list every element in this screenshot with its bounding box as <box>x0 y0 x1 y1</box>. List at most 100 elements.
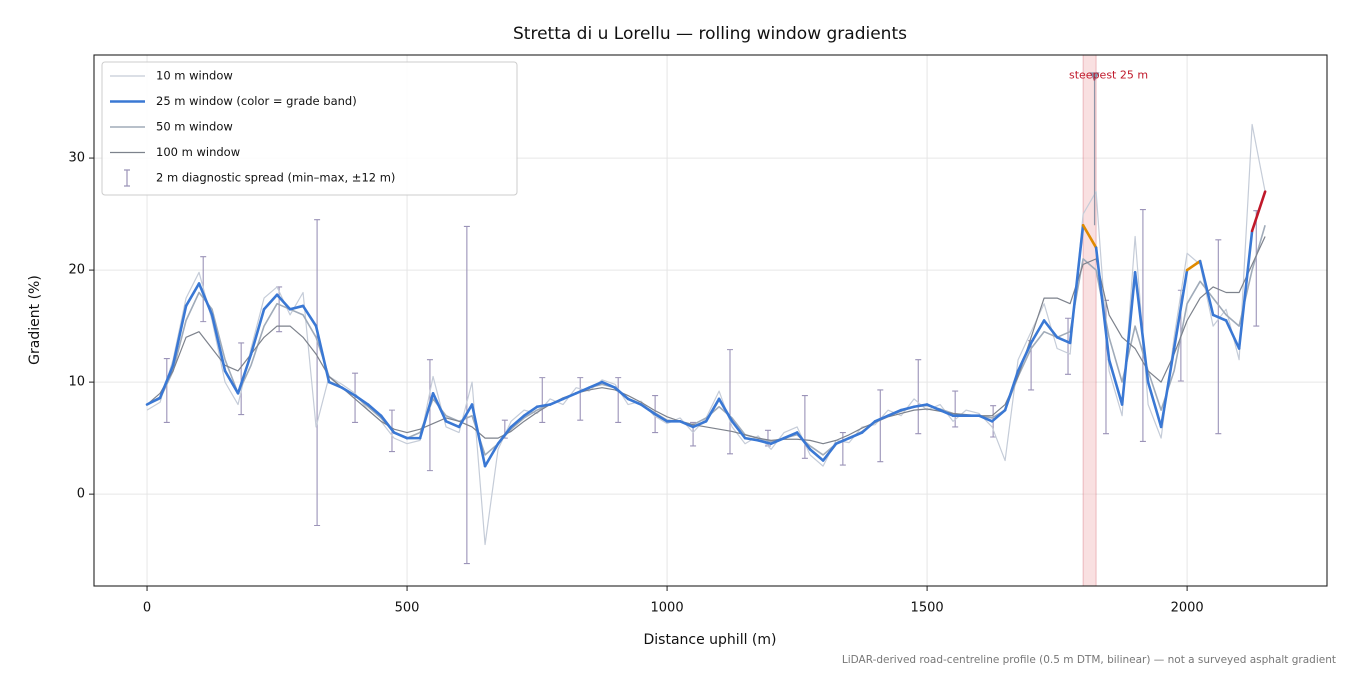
line-segment <box>1003 369 1020 412</box>
line-segment <box>1211 313 1228 322</box>
line-segment <box>860 420 877 434</box>
line-segment <box>1159 347 1176 429</box>
line-segment <box>1068 223 1085 345</box>
footnote: LiDAR-derived road-centreline profile (0… <box>842 654 1336 666</box>
line-segment <box>340 386 357 397</box>
line-segment <box>938 408 955 418</box>
line-segment <box>639 403 656 415</box>
line-segment <box>652 412 669 423</box>
y-tick-label: 30 <box>68 151 85 166</box>
line-segment <box>496 425 513 446</box>
legend-label: 100 m window <box>156 145 240 159</box>
series-line <box>146 236 1266 445</box>
line-segment <box>834 436 851 446</box>
error-bar <box>615 377 622 423</box>
line-segment <box>743 436 760 442</box>
line-segment <box>873 414 890 423</box>
line-segment <box>522 405 539 418</box>
error-bar <box>915 359 922 435</box>
line-segment <box>470 403 487 468</box>
line-segment <box>1094 246 1111 362</box>
error-bar <box>352 372 359 423</box>
error-bar <box>463 225 470 565</box>
error-bar <box>877 389 884 463</box>
line-segment <box>626 397 643 406</box>
line-segment <box>886 408 903 418</box>
line-segment <box>301 304 318 328</box>
line-segment <box>1133 271 1150 384</box>
line-segment <box>483 442 500 468</box>
x-tick-label: 1000 <box>651 601 684 616</box>
error-bar <box>539 377 546 423</box>
line-segment <box>509 414 526 429</box>
error-bar <box>577 377 584 421</box>
line-segment <box>795 431 812 451</box>
line-segment <box>366 403 383 418</box>
error-bar <box>1139 209 1146 443</box>
line-segment <box>431 392 448 423</box>
y-tick-label: 0 <box>77 487 85 502</box>
line-segment <box>158 364 175 400</box>
x-tick-label: 500 <box>395 601 420 616</box>
legend-label: 2 m diagnostic spread (min–max, ±12 m) <box>156 171 395 185</box>
line-segment <box>925 403 942 412</box>
line-segment <box>548 397 565 406</box>
legend-box <box>101 61 518 196</box>
line-segment <box>288 304 305 311</box>
line-segment <box>223 369 240 395</box>
line-segment <box>1172 268 1189 350</box>
line-segment <box>977 414 994 423</box>
error-bar <box>1215 239 1222 435</box>
line-segment <box>145 396 162 406</box>
legend-label: 25 m window (color = grade band) <box>156 94 357 108</box>
line-segment <box>704 397 721 423</box>
line-segment <box>314 324 331 384</box>
line-segment <box>899 405 916 412</box>
line-segment <box>171 304 188 367</box>
steepest-marker <box>1089 72 1100 82</box>
line-segment <box>184 282 201 308</box>
line-segment <box>613 386 630 401</box>
error-bar <box>1065 317 1072 375</box>
line-segment <box>210 313 227 373</box>
line-segment <box>249 307 266 356</box>
line-segment <box>1250 190 1267 233</box>
line-segment <box>1029 319 1046 345</box>
plot-frame <box>93 54 1328 587</box>
error-bar <box>314 219 321 527</box>
line-segment <box>1224 319 1241 350</box>
line-segment <box>678 420 695 429</box>
line-segment <box>912 403 929 409</box>
line-segment <box>600 380 617 390</box>
steepest-label: steepest 25 m <box>1069 68 1148 81</box>
line-segment <box>691 420 708 429</box>
x-tick-label: 1500 <box>911 601 944 616</box>
x-tick-label: 0 <box>143 601 151 616</box>
line-segment <box>1081 223 1098 249</box>
error-bar <box>727 349 734 455</box>
x-axis-label: Distance uphill (m) <box>644 632 777 648</box>
line-segment <box>847 431 864 440</box>
line-segment <box>1016 341 1033 373</box>
legend-swatch <box>124 169 130 187</box>
line-segment <box>1185 259 1202 272</box>
line-segment <box>782 431 799 440</box>
y-tick-label: 10 <box>68 375 85 390</box>
line-segment <box>1055 336 1072 345</box>
line-segment <box>353 394 370 406</box>
line-segment <box>1120 271 1137 406</box>
line-segment <box>379 414 396 434</box>
line-segment <box>327 380 344 390</box>
line-segment <box>236 352 253 395</box>
line-segment <box>1146 380 1163 429</box>
line-segment <box>197 282 214 317</box>
line-segment <box>769 436 786 446</box>
line-segment <box>444 420 461 429</box>
line-segment <box>587 380 604 390</box>
line-segment <box>1237 229 1254 350</box>
line-segment <box>457 403 474 429</box>
error-bar <box>238 342 245 416</box>
line-segment <box>275 293 292 311</box>
line-segment <box>821 442 838 462</box>
